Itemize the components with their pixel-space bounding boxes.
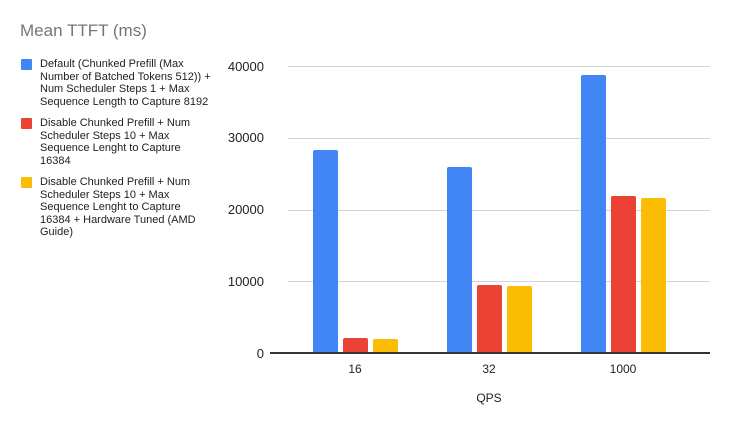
bar-series1-qps16 <box>342 337 368 353</box>
y-axis-labels: 0 10000 20000 30000 40000 <box>214 60 264 360</box>
y-tick-label-20000: 20000 <box>227 202 264 217</box>
x-axis-line <box>270 352 710 354</box>
bars-row <box>288 66 690 353</box>
bar-series2-qps32 <box>506 286 532 353</box>
bar-series0-qps32 <box>446 167 472 353</box>
gridline-40000 <box>288 66 710 67</box>
bar-series1-qps32 <box>476 284 502 353</box>
y-tick-label-30000: 30000 <box>227 130 264 146</box>
gridline-30000 <box>288 137 710 139</box>
bar-group-32 <box>422 66 556 353</box>
gridline-10000 <box>288 281 710 283</box>
gridline-20000 <box>288 209 710 211</box>
x-tick-label-16: 16 <box>348 362 362 376</box>
x-axis-labels: 16 32 1000 <box>288 362 690 376</box>
legend-item-hardware-tuned: Disable Chunked Prefill + Num Scheduler … <box>21 176 221 239</box>
y-tick-label-10000: 10000 <box>227 273 264 289</box>
legend-label: Disable Chunked Prefill + Num Scheduler … <box>40 117 191 167</box>
bar-series0-qps1000 <box>580 74 606 353</box>
bar-series0-qps16 <box>312 149 338 353</box>
bar-group-1000 <box>556 66 690 353</box>
plot-area <box>270 66 710 354</box>
y-tick-label-40000: 40000 <box>227 58 264 74</box>
bar-series2-qps16 <box>372 338 398 353</box>
legend: Default (Chunked Prefill (Max Number of … <box>21 58 221 248</box>
legend-swatch-red <box>21 118 32 129</box>
bar-series2-qps1000 <box>640 198 666 353</box>
legend-swatch-blue <box>21 59 32 70</box>
x-tick-label-32: 32 <box>482 362 496 376</box>
legend-swatch-yellow <box>21 177 32 188</box>
y-tick-label-0: 0 <box>256 345 264 361</box>
legend-item-disable-chunked-prefill: Disable Chunked Prefill + Num Scheduler … <box>21 117 221 167</box>
legend-label: Disable Chunked Prefill + Num Scheduler … <box>40 176 196 238</box>
bar-series1-qps1000 <box>610 195 636 353</box>
legend-label: Default (Chunked Prefill (Max Number of … <box>40 58 211 108</box>
legend-item-default: Default (Chunked Prefill (Max Number of … <box>21 58 221 108</box>
chart-title: Mean TTFT (ms) <box>20 21 147 40</box>
bar-group-16 <box>288 66 422 353</box>
x-axis-title: QPS <box>476 391 502 405</box>
x-tick-label-1000: 1000 <box>609 362 637 376</box>
